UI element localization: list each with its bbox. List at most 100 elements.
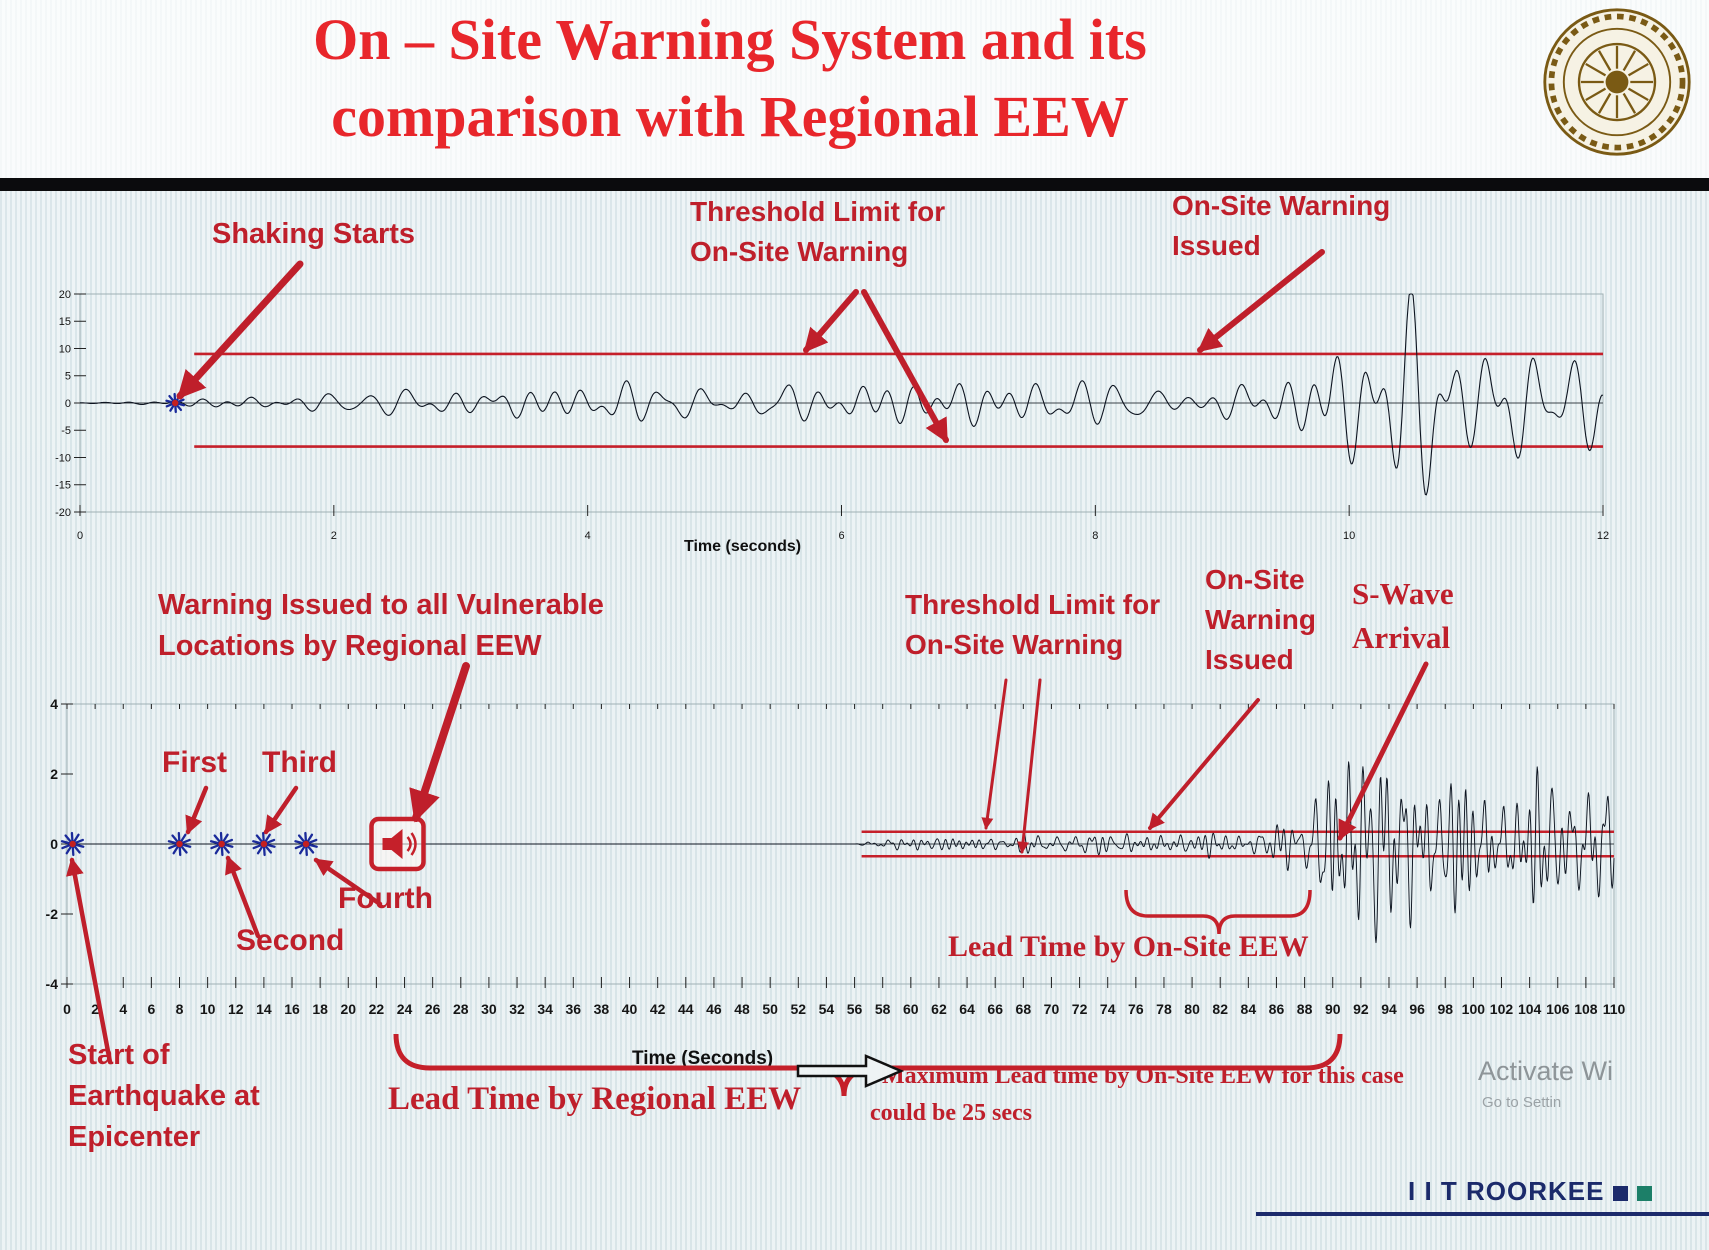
y-tick-label: -15 bbox=[55, 480, 71, 492]
x-tick-label: 88 bbox=[1297, 1001, 1313, 1017]
y-tick-label: -20 bbox=[55, 507, 71, 519]
max-lead-note-line1: *Maximum Lead time by On-Site EEW for th… bbox=[870, 1063, 1404, 1089]
x-tick-label: 66 bbox=[987, 1001, 1003, 1017]
onsite-bottom-line1: On-Site bbox=[1205, 564, 1305, 595]
max-lead-note-line2: could be 25 secs bbox=[870, 1100, 1032, 1127]
footer-brand-text: I I T ROORKEE bbox=[1408, 1176, 1605, 1206]
p-wave-marker bbox=[252, 831, 276, 857]
y-tick-label: -4 bbox=[46, 976, 59, 992]
seismogram-trace bbox=[80, 293, 1604, 496]
x-tick-label: 26 bbox=[425, 1001, 441, 1017]
x-tick-label: 90 bbox=[1325, 1001, 1341, 1017]
header-divider bbox=[0, 178, 1709, 191]
x-tick-label: 56 bbox=[847, 1001, 863, 1017]
x-tick-label: 68 bbox=[1016, 1001, 1032, 1017]
third-marker-label: Third bbox=[262, 746, 337, 779]
x-tick-label: 20 bbox=[340, 1001, 356, 1017]
x-tick-label: 78 bbox=[1156, 1001, 1172, 1017]
x-tick-label: 102 bbox=[1490, 1001, 1514, 1017]
lead-time-regional-label: Lead Time by Regional EEW bbox=[388, 1081, 802, 1117]
max-lead-note: *Maximum Lead time by On-Site EEW for th… bbox=[870, 1058, 1404, 1132]
slide-title: On – Site Warning System and its compari… bbox=[0, 2, 1460, 155]
x-tick-label: 14 bbox=[256, 1001, 272, 1017]
x-tick-label: 110 bbox=[1603, 1001, 1626, 1017]
y-tick-label: 15 bbox=[59, 316, 71, 328]
y-tick-label: 0 bbox=[50, 836, 58, 852]
x-tick-label: 28 bbox=[453, 1001, 469, 1017]
slide-title-line1: On – Site Warning System and its bbox=[313, 7, 1147, 72]
x-tick-label: 50 bbox=[762, 1001, 778, 1017]
y-tick-label: -5 bbox=[61, 425, 71, 437]
iit-roorkee-logo bbox=[1543, 8, 1691, 156]
top-seismogram-chart: 0 2 4 6 8 10 12 20 15 10 5 0 -5 -10 -15 -20 bbox=[55, 289, 1609, 542]
x-tick-label: 42 bbox=[650, 1001, 666, 1017]
x-tick-label: 6 bbox=[147, 1001, 155, 1017]
y-tick-label: 2 bbox=[50, 766, 58, 782]
p-wave-marker bbox=[294, 831, 318, 857]
bottom-seismogram-chart: 0 2 4 6 8 10 12 14 16 18 20 22 24 26 28 30 32 34 36 38 40 42 4… bbox=[46, 696, 1626, 1017]
y-tick-label: 10 bbox=[59, 343, 71, 355]
x-tick-label: 12 bbox=[228, 1001, 244, 1017]
onsite-issued-bottom-label: On-Site Warning Issued bbox=[1205, 560, 1316, 679]
x-tick-label: 64 bbox=[959, 1001, 975, 1017]
y-tick-label: -2 bbox=[46, 906, 59, 922]
s-wave-line1: S-Wave bbox=[1352, 576, 1454, 611]
header: On – Site Warning System and its compari… bbox=[0, 0, 1709, 178]
regional-warning-label: Warning Issued to all Vulnerable Locatio… bbox=[158, 585, 604, 667]
x-tick-label: 100 bbox=[1462, 1001, 1486, 1017]
x-tick-label: 98 bbox=[1437, 1001, 1453, 1017]
shaking-starts-label: Shaking Starts bbox=[212, 218, 416, 250]
bottom-xaxis-label: Time (Seconds) bbox=[632, 1048, 774, 1069]
x-tick-label: 10 bbox=[1343, 530, 1355, 542]
top-xaxis-label: Time (seconds) bbox=[684, 538, 802, 555]
x-tick-label: 12 bbox=[1597, 530, 1609, 542]
x-tick-label: 30 bbox=[481, 1001, 497, 1017]
threshold-top-line1: Threshold Limit for bbox=[690, 196, 946, 227]
x-tick-label: 46 bbox=[706, 1001, 722, 1017]
s-wave-line2: Arrival bbox=[1352, 620, 1451, 656]
x-tick-label: 106 bbox=[1546, 1001, 1570, 1017]
x-tick-label: 44 bbox=[678, 1001, 694, 1017]
y-tick-label: 4 bbox=[50, 696, 58, 712]
y-tick-label: -10 bbox=[55, 452, 71, 464]
x-tick-label: 24 bbox=[397, 1001, 413, 1017]
start-epicenter-line1: Start of bbox=[68, 1039, 170, 1071]
lead-time-onsite-label: Lead Time by On-Site EEW bbox=[948, 930, 1309, 963]
start-epicenter-label: Start of Earthquake at Epicenter bbox=[68, 1035, 260, 1159]
x-tick-label: 6 bbox=[838, 530, 844, 542]
x-tick-label: 60 bbox=[903, 1001, 919, 1017]
x-tick-label: 36 bbox=[566, 1001, 582, 1017]
x-tick-label: 108 bbox=[1574, 1001, 1598, 1017]
activation-watermark-line2: Go to Settin bbox=[1482, 1094, 1562, 1111]
p-wave-marker bbox=[209, 831, 234, 857]
x-tick-label: 4 bbox=[119, 1001, 127, 1017]
x-tick-label: 16 bbox=[284, 1001, 300, 1017]
threshold-bottom-line1: Threshold Limit for bbox=[905, 589, 1161, 620]
footer-brand: I I T ROORKEE bbox=[1408, 1176, 1653, 1207]
regional-warning-icon bbox=[369, 816, 426, 872]
x-tick-label: 86 bbox=[1269, 1001, 1285, 1017]
logo-spokes bbox=[1580, 45, 1654, 119]
x-tick-label: 2 bbox=[331, 530, 337, 542]
onsite-bottom-line2: Warning bbox=[1205, 603, 1316, 635]
onsite-top-line1: On-Site Warning bbox=[1172, 190, 1391, 221]
x-tick-label: 0 bbox=[77, 530, 83, 542]
activation-watermark-line1: Activate Wi bbox=[1478, 1056, 1614, 1086]
x-tick-label: 48 bbox=[734, 1001, 750, 1017]
x-tick-label: 0 bbox=[63, 1001, 71, 1017]
regional-warning-line1: Warning Issued to all Vulnerable bbox=[158, 589, 604, 621]
brand-square-navy-icon bbox=[1613, 1185, 1629, 1201]
p-wave-marker bbox=[60, 831, 85, 857]
first-marker-label: First bbox=[162, 746, 228, 779]
x-tick-label: 58 bbox=[875, 1001, 891, 1017]
x-tick-label: 96 bbox=[1409, 1001, 1425, 1017]
s-wave-arrival-label: S-Wave Arrival bbox=[1352, 572, 1454, 660]
x-tick-label: 76 bbox=[1128, 1001, 1144, 1017]
threshold-bottom-label: Threshold Limit for On-Site Warning bbox=[905, 585, 1160, 665]
start-epicenter-line3: Epicenter bbox=[68, 1121, 201, 1154]
fourth-marker-label: Fourth bbox=[338, 882, 433, 915]
x-tick-label: 72 bbox=[1072, 1001, 1088, 1017]
x-tick-label: 10 bbox=[200, 1001, 216, 1017]
x-tick-label: 70 bbox=[1044, 1001, 1060, 1017]
